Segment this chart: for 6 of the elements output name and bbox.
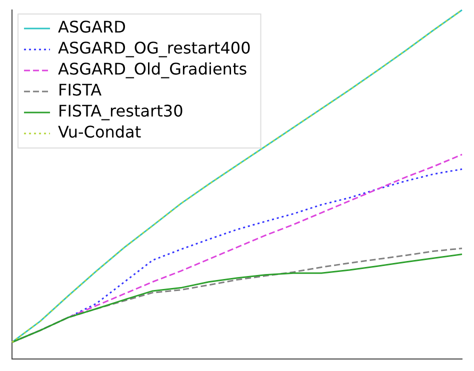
legend-label: FISTA [58, 80, 102, 100]
legend-label: ASGARD_OG_restart400 [58, 38, 251, 58]
legend-label: Vu-Condat [58, 122, 142, 142]
legend-label: ASGARD_Old_Gradients [58, 60, 248, 79]
legend-label: ASGARD [58, 18, 126, 37]
legend-label: FISTA_restart30 [58, 102, 184, 121]
